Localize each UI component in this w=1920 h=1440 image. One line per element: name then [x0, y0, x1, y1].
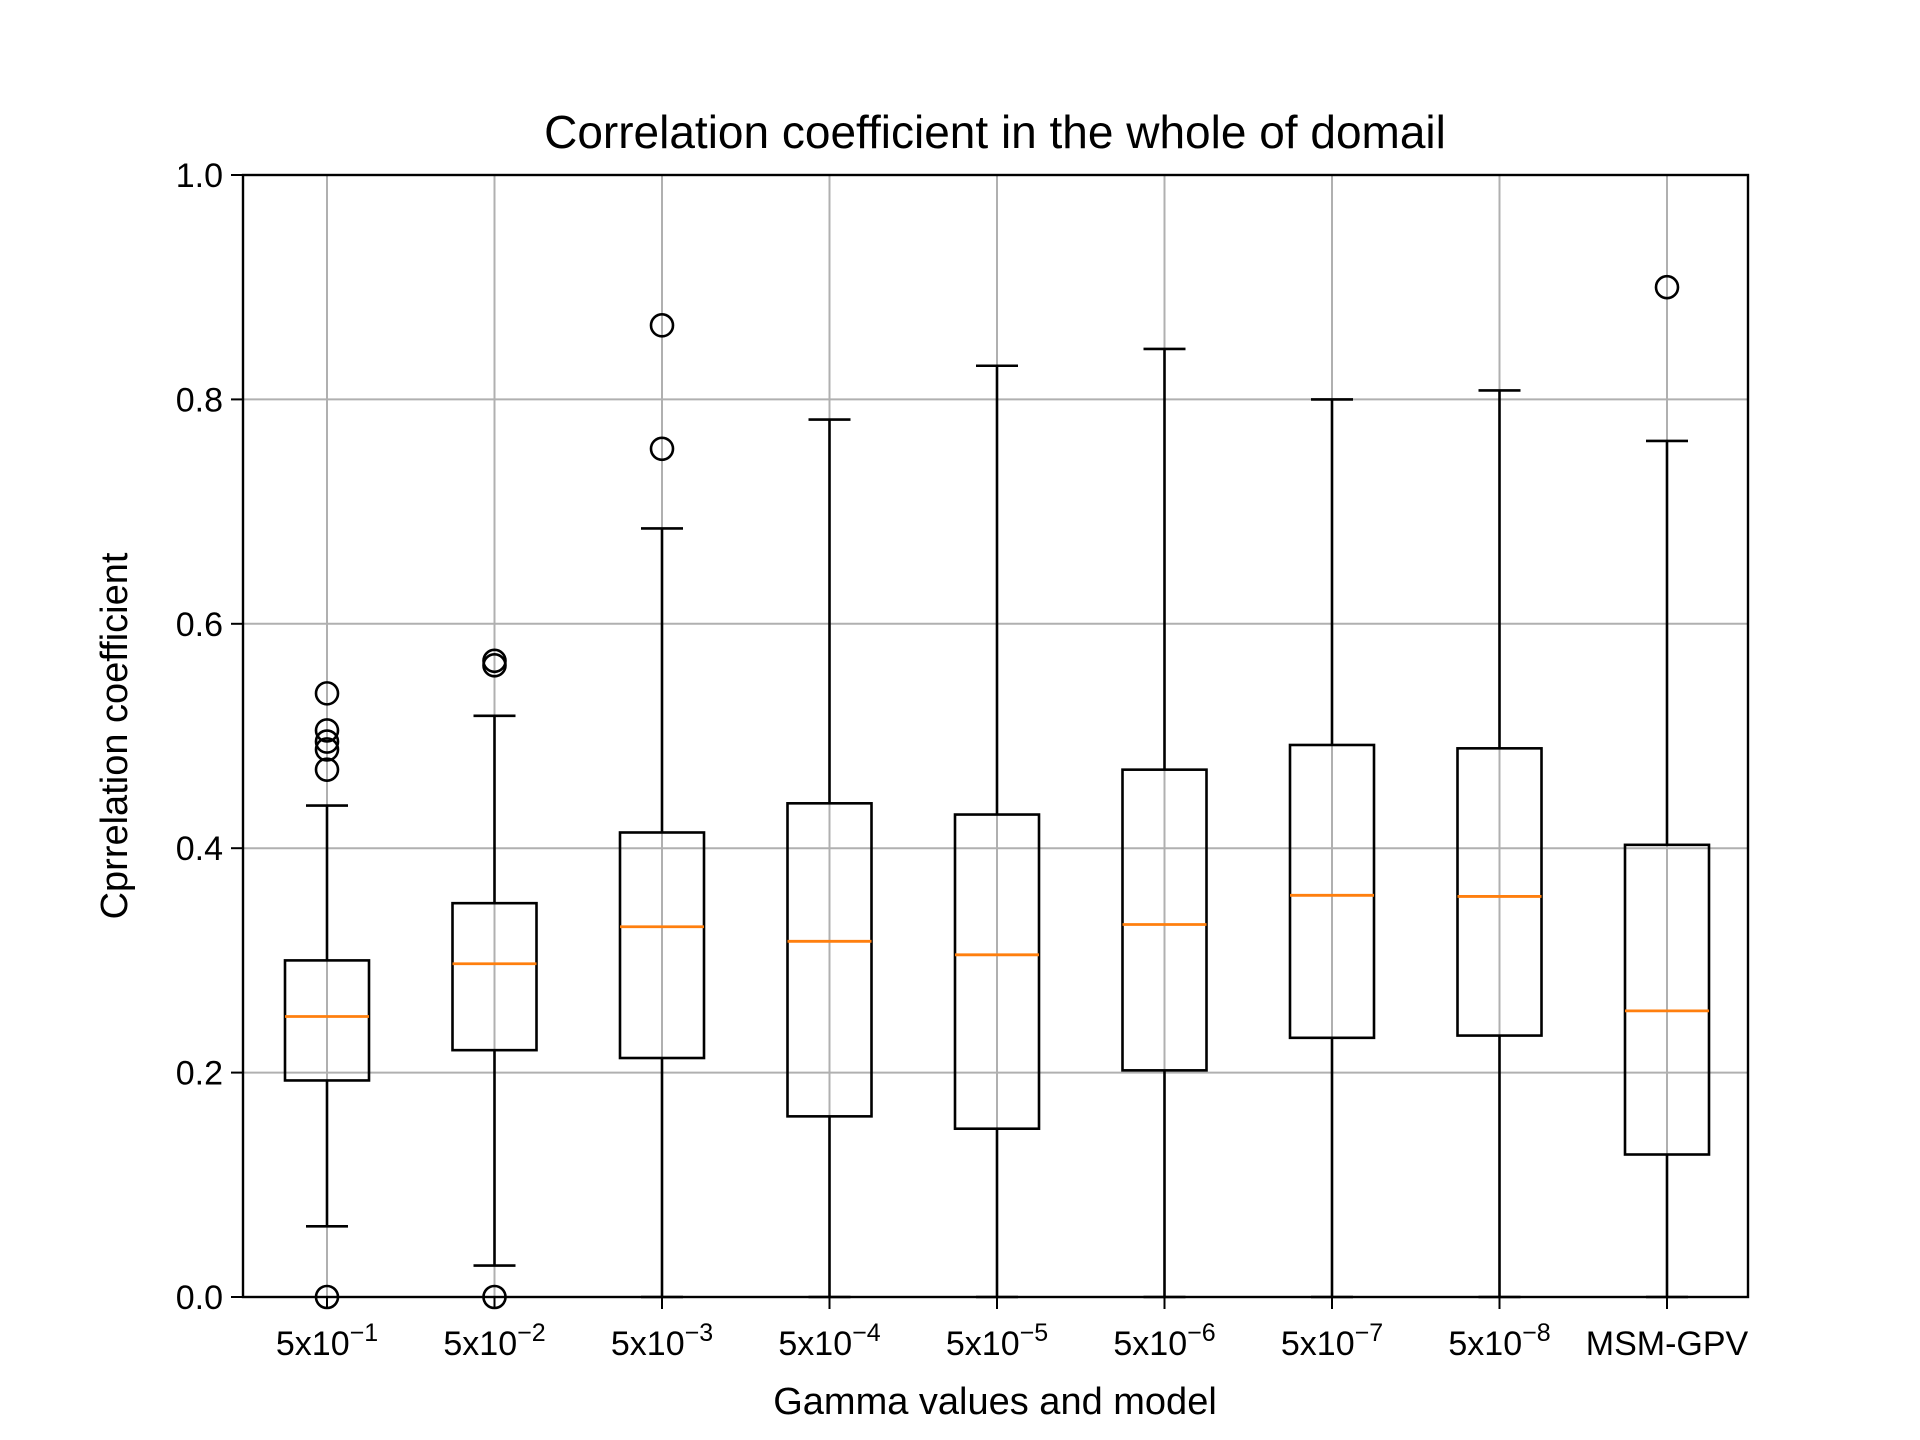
y-ticks: 0.0 0.2 0.4 0.6 0.8 1.0: [176, 157, 243, 1317]
iqr-box: [1456, 747, 1543, 1037]
y-tick-label: 0.4: [176, 830, 223, 868]
x-tick-label: 5x10−8: [1448, 1319, 1550, 1363]
y-axis-label: Cprrelation coefficient: [94, 552, 136, 919]
plot-frame: [241, 173, 1750, 1299]
x-tick-label: 5x10−3: [611, 1319, 713, 1363]
y-tick-label: 0.0: [176, 1279, 223, 1317]
x-axis-label: Gamma values and model: [773, 1381, 1217, 1423]
outlier-point: [1654, 274, 1680, 300]
x-tick-label: MSM-GPV: [1586, 1325, 1749, 1363]
y-tick-label: 0.8: [176, 381, 223, 419]
x-tick-label: 5x10−2: [443, 1319, 545, 1363]
iqr-box: [618, 831, 706, 1060]
y-tick-label: 0.2: [176, 1055, 223, 1093]
x-tick-label: 5x10−4: [778, 1319, 880, 1363]
outlier-point: [314, 737, 340, 762]
box-group: [283, 681, 371, 1310]
iqr-box: [786, 802, 873, 1118]
chart-title: Correlation coefficient in the whole of …: [544, 106, 1446, 158]
x-tick-label: 5x10−7: [1281, 1319, 1383, 1363]
x-ticks: 5x10−1 5x10−2 5x10−3 5x10−4 5x10−5 5x10−6 5x10…: [276, 1297, 1749, 1363]
outlier-point: [314, 729, 340, 754]
iqr-box: [1121, 768, 1208, 1072]
iqr-box: [1288, 743, 1376, 1040]
iqr-box: [451, 901, 538, 1052]
outlier-point: [314, 757, 340, 782]
x-tick-label: 5x10−6: [1113, 1319, 1215, 1363]
iqr-box: [283, 959, 371, 1082]
outlier-point: [649, 313, 675, 338]
outlier-point: [314, 681, 340, 706]
box-group: [1456, 389, 1543, 1299]
outlier-point: [314, 718, 340, 743]
box-group: [618, 313, 706, 1299]
y-tick-label: 1.0: [176, 157, 223, 195]
box-group: [1288, 398, 1376, 1299]
y-tick-label: 0.6: [176, 606, 223, 644]
outlier-point: [649, 436, 675, 462]
x-tick-label: 5x10−5: [946, 1319, 1048, 1363]
iqr-box: [953, 813, 1041, 1130]
iqr-box: [1623, 843, 1711, 1156]
box-group: [953, 364, 1041, 1299]
x-tick-label: 5x10−1: [276, 1319, 378, 1363]
outlier-point: [482, 653, 507, 678]
